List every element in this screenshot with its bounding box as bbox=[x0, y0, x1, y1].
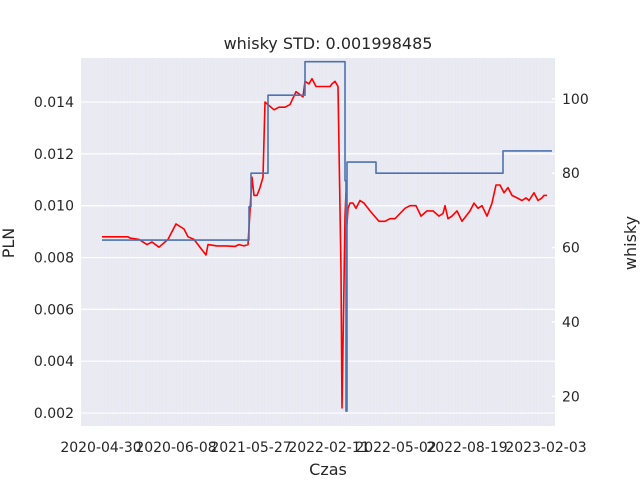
left-y-tick-label: 0.014 bbox=[34, 95, 74, 111]
series-group bbox=[102, 60, 552, 412]
right-y-tick-label: 40 bbox=[562, 315, 580, 331]
x-tick-label: 2020-04-30 bbox=[60, 440, 141, 456]
x-tick-label: 2020-06-08 bbox=[135, 440, 216, 456]
whisky-series-line bbox=[102, 60, 552, 412]
right-y-axis-label: whisky bbox=[621, 216, 640, 270]
left-y-tick-label: 0.010 bbox=[34, 199, 74, 215]
left-y-tick-label: 0.002 bbox=[34, 406, 74, 422]
x-axis: 2020-04-302020-06-082021-05-272022-02-11… bbox=[60, 440, 586, 456]
x-tick-label: 2023-02-03 bbox=[505, 440, 586, 456]
right-y-tick-label: 100 bbox=[562, 92, 589, 108]
x-tick-label: 2022-02-11 bbox=[288, 440, 369, 456]
pln-series-line bbox=[102, 77, 547, 409]
x-axis-label: Czas bbox=[309, 460, 347, 479]
right-y-tick-label: 20 bbox=[562, 389, 580, 405]
right-y-axis: 20 40 60 80 100 bbox=[552, 92, 589, 405]
x-tick-label: 2022-05-02 bbox=[355, 440, 436, 456]
left-y-tick-label: 0.012 bbox=[34, 147, 74, 163]
right-y-tick-label: 80 bbox=[562, 166, 580, 182]
left-y-axis-label: PLN bbox=[0, 228, 18, 259]
x-tick-label: 2021-05-27 bbox=[210, 440, 291, 456]
left-y-tick-label: 0.006 bbox=[34, 302, 74, 318]
x-tick-label: 2022-08-19 bbox=[426, 440, 507, 456]
left-y-tick-label: 0.008 bbox=[34, 251, 74, 267]
left-y-axis: 0.002 0.004 0.006 0.008 0.010 0.012 0.014 bbox=[34, 95, 74, 422]
chart-title: whisky STD: 0.001998485 bbox=[224, 34, 433, 53]
left-y-tick-label: 0.004 bbox=[34, 354, 74, 370]
right-y-tick-label: 60 bbox=[562, 241, 580, 257]
